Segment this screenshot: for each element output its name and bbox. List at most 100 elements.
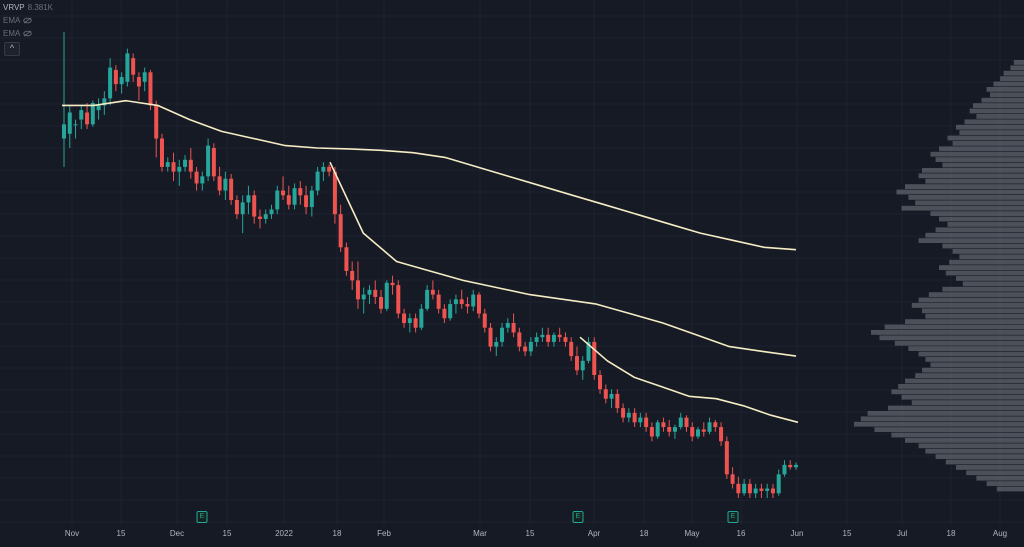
volume-profile-bar	[901, 205, 1024, 211]
candle-body	[165, 162, 170, 167]
candle-body	[551, 334, 556, 342]
candle-body	[131, 58, 136, 75]
volume-profile-bar	[925, 232, 1024, 238]
ema-line-3	[579, 336, 799, 424]
volume-profile-bar	[888, 405, 1024, 411]
candle-body	[275, 190, 280, 210]
candle-body	[327, 166, 332, 172]
volume-profile-bar	[908, 346, 1024, 351]
legend-vrvp[interactable]: VRVP 8.381K	[3, 3, 53, 12]
candle-body	[292, 188, 297, 205]
candle-body	[736, 483, 741, 494]
candle-body	[85, 112, 90, 125]
candle-body	[713, 422, 718, 428]
volume-profile-bar	[976, 114, 1024, 119]
volume-profile-bar	[939, 216, 1024, 222]
volume-profile-bar	[1013, 60, 1024, 65]
candle-body	[753, 488, 758, 494]
volume-profile-bar	[947, 135, 1024, 141]
candle-body	[373, 289, 378, 297]
ema-line-1	[62, 99, 797, 251]
volume-profile-bar	[966, 470, 1024, 476]
volume-profile-bar	[898, 384, 1024, 389]
volume-profile-bar	[945, 270, 1024, 276]
volume-profile-bar	[952, 141, 1024, 146]
candle-body	[592, 341, 597, 376]
eye-off-icon[interactable]	[23, 30, 33, 37]
candle-body	[707, 422, 712, 432]
candle-body	[229, 178, 234, 201]
candle-body	[574, 356, 579, 371]
x-tick-label: 15	[525, 529, 535, 538]
candle-body	[206, 145, 211, 177]
volume-profile-bar	[956, 276, 1024, 281]
candle-body	[557, 334, 562, 338]
candle-body	[488, 327, 493, 347]
candle-body	[580, 360, 585, 371]
candle-body	[73, 124, 78, 126]
ema-1-label: EMA	[3, 16, 21, 25]
candle-body	[281, 190, 286, 196]
candle-body	[142, 72, 147, 82]
earnings-marker[interactable]: E	[727, 511, 739, 523]
candle-body	[534, 337, 539, 342]
volume-profile-bar	[969, 108, 1024, 114]
volume-profile-bar	[993, 81, 1024, 87]
volume-profile	[854, 60, 1024, 492]
candle-body	[177, 166, 182, 172]
candle-body	[719, 427, 724, 442]
candle-body	[321, 166, 326, 172]
candles	[62, 32, 798, 498]
volume-profile-bar	[945, 459, 1024, 465]
volume-profile-bar	[939, 265, 1024, 270]
candle-body	[90, 103, 95, 125]
candle-body	[436, 294, 441, 309]
earnings-marker[interactable]: E	[196, 511, 208, 523]
volume-profile-bar	[928, 292, 1024, 297]
candle-body	[782, 464, 787, 475]
candle-body	[667, 427, 672, 432]
candle-body	[298, 188, 303, 196]
candle-body	[338, 214, 343, 248]
candle-body	[246, 195, 251, 203]
x-tick-label: 15	[842, 529, 852, 538]
volume-profile-bar	[942, 286, 1024, 292]
candle-body	[217, 176, 222, 191]
candle-body	[79, 110, 84, 120]
volume-profile-bar	[939, 146, 1024, 152]
candle-body	[67, 112, 72, 134]
volume-profile-bar	[874, 427, 1024, 432]
candle-body	[194, 171, 199, 184]
volume-profile-bar	[981, 97, 1024, 103]
candle-body	[569, 341, 574, 357]
volume-profile-bar	[947, 222, 1024, 227]
volume-profile-bar	[930, 151, 1024, 157]
eye-off-icon[interactable]	[23, 17, 33, 24]
candle-body	[200, 176, 205, 184]
collapse-legend-button[interactable]: ^	[4, 42, 20, 56]
x-tick-label: 16	[736, 529, 746, 538]
legend-ema-2[interactable]: EMA	[3, 29, 33, 38]
volume-profile-bar	[911, 400, 1024, 405]
candle-body	[108, 67, 113, 99]
candle-body	[540, 334, 545, 338]
volume-profile-bar	[901, 394, 1024, 400]
candle-body	[655, 422, 660, 437]
x-tick-label: Dec	[169, 529, 185, 538]
legend-ema-1[interactable]: EMA	[3, 16, 33, 25]
candle-body	[257, 216, 262, 219]
earnings-marker[interactable]: E	[572, 511, 584, 523]
candle-body	[154, 105, 159, 139]
candle-body	[252, 195, 257, 217]
ema-line-2	[329, 161, 797, 357]
candle-body	[413, 318, 418, 328]
candle-body	[448, 304, 453, 319]
candle-body	[332, 171, 337, 215]
x-tick-label: 2022	[275, 529, 293, 538]
x-tick-label: Feb	[377, 529, 391, 538]
candle-body	[344, 247, 349, 271]
ema-lines	[62, 99, 799, 424]
candle-body	[563, 337, 568, 342]
volume-profile-bar	[918, 297, 1024, 303]
